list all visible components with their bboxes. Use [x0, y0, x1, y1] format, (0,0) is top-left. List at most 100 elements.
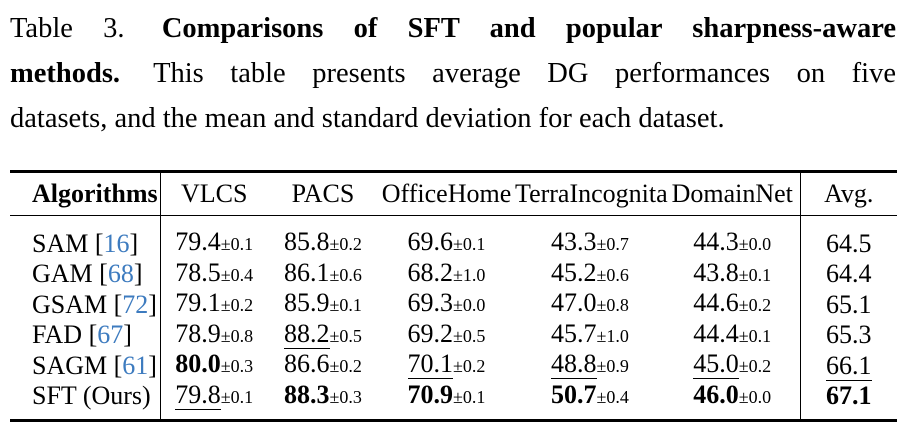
score-std: ±1.0 — [453, 264, 486, 285]
score-value: 50.7 — [551, 379, 597, 409]
score-value: 45.0 — [693, 349, 739, 379]
avg-cell: 65.1 — [799, 289, 897, 320]
score-value: 44.3 — [693, 227, 739, 256]
score-cell: 44.6±0.2 — [665, 289, 800, 320]
score-value: 78.9 — [175, 318, 221, 348]
score-std: ±0.1 — [220, 386, 254, 407]
score-std: ±0.6 — [329, 264, 362, 285]
score-value: 79.8 — [175, 379, 221, 410]
score-cell: 86.6±0.2 — [268, 350, 378, 381]
score-cell: 50.7±0.4 — [515, 379, 665, 421]
score-cell: 88.3±0.3 — [268, 380, 378, 421]
algorithm-cell: GSAM [72] — [10, 289, 161, 320]
citation-link[interactable]: 61 — [122, 350, 149, 380]
algorithm-cell: GAM [68] — [10, 258, 161, 289]
score-value: 47.0 — [551, 288, 597, 317]
score-value: 70.9 — [407, 379, 454, 409]
citation-bracket: ] — [129, 228, 139, 258]
algorithm-name: GAM [ — [32, 259, 108, 288]
algorithm-name: SAGM [ — [32, 350, 123, 380]
score-cell: 70.9±0.1 — [378, 379, 515, 421]
citation-bracket: ] — [133, 259, 143, 288]
score-cell: 70.1±0.2 — [378, 349, 515, 381]
citation-bracket: ] — [148, 350, 157, 380]
score-std: ±0.0 — [453, 295, 486, 315]
caption-line-1: Table 3. Comparisons of SFT and popular … — [10, 6, 896, 51]
score-std: ±0.3 — [329, 386, 362, 407]
score-value: 85.9 — [284, 288, 330, 317]
score-std: ±0.2 — [329, 234, 362, 254]
score-std: ±0.7 — [596, 234, 629, 254]
citation-link[interactable]: 16 — [103, 228, 130, 258]
score-cell: 79.4±0.1 — [160, 216, 268, 259]
score-value: 68.2 — [407, 257, 454, 287]
caption-body-line3: datasets, and the mean and standard devi… — [10, 103, 725, 134]
table-row: SAM [16] 79.4±0.1 85.8±0.2 69.6±0.1 43.3±0.7… — [10, 215, 897, 259]
score-value: 79.1 — [175, 288, 221, 317]
avg-cell: 65.3 — [799, 319, 897, 350]
citation-link[interactable]: 68 — [107, 259, 134, 288]
algorithm-cell: FAD [67] — [10, 319, 161, 350]
avg-value: 64.5 — [826, 228, 872, 258]
citation-link[interactable]: 72 — [122, 289, 149, 319]
col-header-algorithms: Algorithms — [10, 171, 161, 216]
score-cell: 47.0±0.8 — [515, 289, 665, 320]
avg-cell: 66.1 — [799, 350, 897, 381]
score-std: ±0.2 — [220, 295, 254, 315]
table-caption: Table 3. Comparisons of SFT and popular … — [10, 6, 896, 141]
score-cell: 44.3±0.0 — [665, 216, 800, 259]
algorithm-cell: SFT (Ours) — [10, 380, 161, 421]
caption-label: Table 3. — [10, 13, 125, 44]
score-cell: 68.2±1.0 — [378, 257, 515, 290]
algorithm-name: SAM [ — [32, 228, 104, 258]
avg-cell: 64.4 — [799, 258, 897, 289]
score-cell: 69.6±0.1 — [378, 216, 515, 259]
col-header-domainnet: DomainNet — [665, 171, 800, 216]
score-std: ±0.8 — [220, 325, 254, 346]
score-value: 69.6 — [407, 227, 454, 256]
col-header-terraincognita: TerraIncognita — [515, 171, 668, 216]
avg-cell: 67.1 — [799, 380, 897, 421]
score-cell: 43.3±0.7 — [515, 216, 665, 259]
score-std: ±0.5 — [329, 325, 362, 346]
score-value: 45.2 — [551, 257, 597, 287]
score-std: ±0.3 — [220, 356, 254, 376]
score-value: 85.8 — [284, 227, 330, 256]
score-cell: 88.2±0.5 — [268, 318, 378, 351]
caption-title-bold-cont: methods. — [10, 58, 121, 89]
results-table: Algorithms VLCS PACS OfficeHome TerraInc… — [10, 170, 897, 422]
score-cell: 86.1±0.6 — [268, 257, 378, 290]
score-std: ±1.0 — [596, 325, 629, 346]
score-value: 79.4 — [175, 227, 221, 256]
score-std: ±0.1 — [453, 386, 486, 407]
caption-title-bold: Comparisons of SFT and popular sharpness… — [161, 13, 897, 44]
score-cell: 69.2±0.5 — [378, 318, 515, 351]
score-std: ±0.1 — [738, 325, 772, 346]
score-std: ±0.4 — [596, 386, 629, 407]
avg-value: 64.4 — [826, 259, 872, 288]
score-std: ±0.5 — [453, 325, 486, 346]
score-std: ±0.1 — [220, 234, 254, 254]
score-value: 44.4 — [693, 318, 739, 348]
score-value: 43.3 — [551, 227, 597, 256]
citation-link[interactable]: 67 — [97, 320, 124, 349]
col-header-avg: Avg. — [799, 171, 897, 216]
score-value: 78.5 — [175, 257, 221, 287]
citation-bracket: ] — [123, 320, 132, 349]
score-std: ±0.8 — [596, 295, 629, 315]
table-row: GAM [68] 78.5±0.4 86.1±0.6 68.2±1.0 45.2±0.6… — [10, 257, 897, 290]
score-value: 86.1 — [284, 257, 330, 287]
score-std: ±0.9 — [596, 356, 629, 376]
score-value: 43.8 — [693, 257, 739, 287]
algorithm-name: SFT (Ours) — [32, 381, 151, 410]
col-header-pacs: PACS — [268, 171, 378, 216]
score-cell: 79.1±0.2 — [160, 289, 268, 320]
col-header-vlcs: VLCS — [160, 171, 268, 216]
score-std: ±0.6 — [596, 264, 629, 285]
caption-body-line2: This table presents average DG performan… — [153, 58, 896, 89]
avg-value: 67.1 — [826, 381, 872, 410]
score-cell: 79.8±0.1 — [160, 379, 268, 421]
score-std: ±0.1 — [738, 264, 772, 285]
score-value: 69.2 — [407, 318, 454, 348]
